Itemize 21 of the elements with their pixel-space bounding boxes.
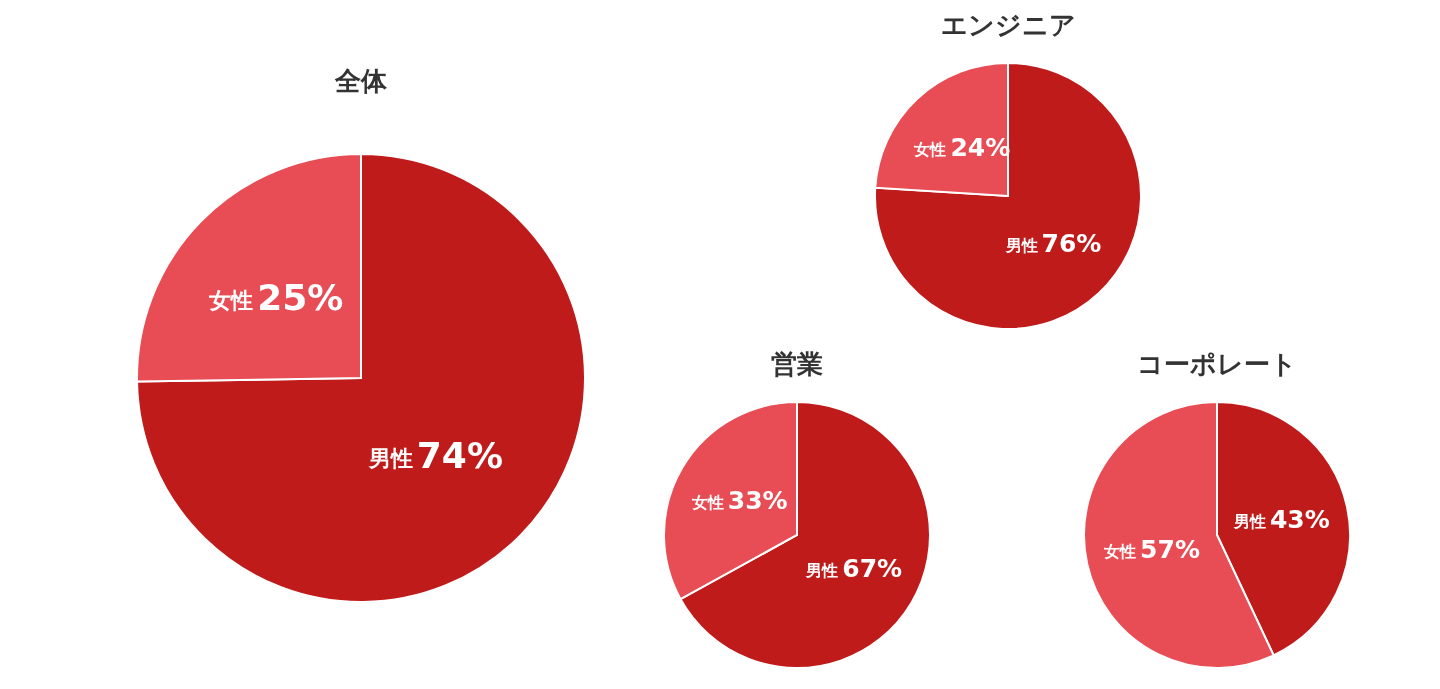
- chart-title: 営業: [771, 349, 823, 379]
- slice-label: 女性: [913, 139, 947, 159]
- chart-title: エンジニア: [940, 10, 1076, 40]
- data-label: 43%: [1269, 505, 1330, 535]
- data-label: 57%: [1140, 534, 1200, 564]
- chart-title: 全体: [334, 66, 388, 96]
- slice-label: 男性: [1004, 236, 1038, 256]
- data-label: 74%: [416, 434, 503, 476]
- slice-label: 男性: [1232, 512, 1266, 532]
- slice-label: 女性: [1103, 541, 1137, 561]
- chart-title: コーポレート: [1137, 349, 1297, 379]
- data-label: 67%: [842, 553, 903, 583]
- data-label: 25%: [257, 277, 344, 319]
- slice-label: 男性: [805, 560, 839, 580]
- pie-slice: [136, 153, 586, 603]
- pie-slice: [874, 62, 1142, 330]
- slice-label: 男性: [367, 445, 413, 471]
- data-label: 76%: [1041, 229, 1102, 259]
- data-label: 33%: [727, 486, 788, 516]
- slice-label: 女性: [690, 493, 724, 513]
- slice-label: 女性: [208, 288, 254, 314]
